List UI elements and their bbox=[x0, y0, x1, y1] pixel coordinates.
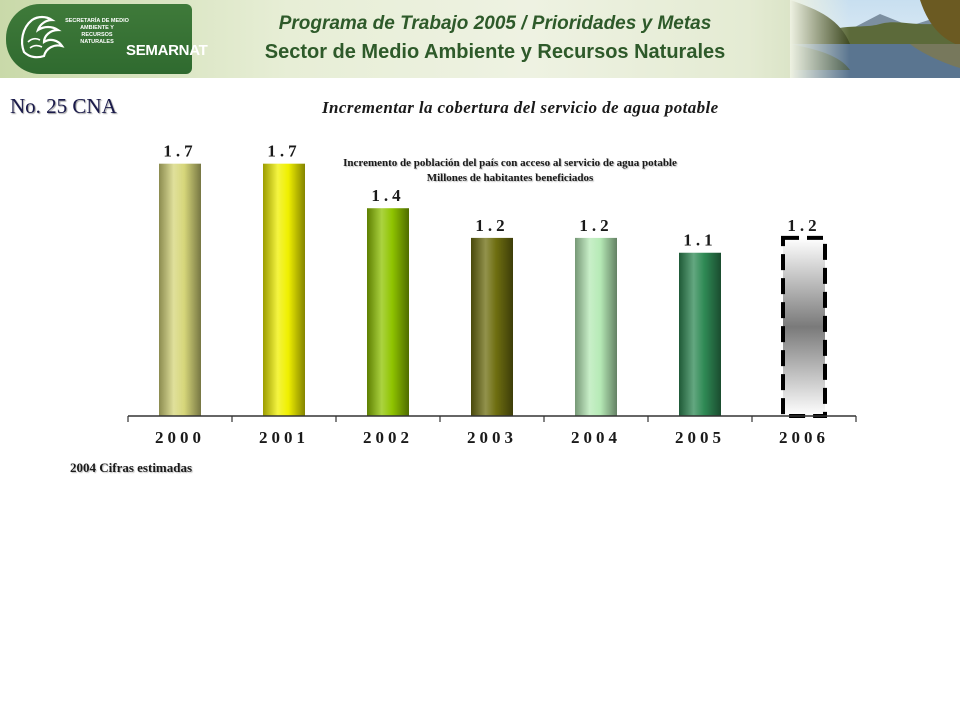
header-banner: SECRETARÍA DE MEDIO AMBIENTE Y RECURSOS … bbox=[0, 0, 960, 78]
bar-2004 bbox=[575, 237, 617, 416]
bar-2003 bbox=[471, 237, 513, 416]
tick-label-2004: 2004 bbox=[571, 428, 621, 447]
semarnat-logo: SECRETARÍA DE MEDIO AMBIENTE Y RECURSOS … bbox=[6, 4, 208, 74]
chart-title: Incremento de población del país con acc… bbox=[343, 157, 677, 169]
slide-id: No. 25 CNA bbox=[10, 94, 117, 118]
tick-label-2003: 2003 bbox=[467, 428, 517, 447]
tick-label-2002: 2002 bbox=[363, 428, 413, 447]
value-label-2005: 1.1 bbox=[683, 231, 716, 250]
value-label-2004: 1.2 bbox=[579, 216, 612, 235]
logo-semarnat-text: SEMARNAT bbox=[126, 42, 208, 59]
logo-secretaria-text: SECRETARÍA DE MEDIO AMBIENTE Y RECURSOS … bbox=[65, 18, 129, 45]
tick-label-2006: 2006 bbox=[779, 428, 829, 447]
bar-2000 bbox=[159, 163, 201, 416]
value-label-2002: 1.4 bbox=[371, 186, 404, 205]
tick-label-2001: 2001 bbox=[259, 428, 309, 447]
bar-2002 bbox=[367, 208, 409, 416]
eagle-emblem-icon bbox=[21, 15, 65, 59]
tick-label-2000: 2000 bbox=[155, 428, 205, 447]
chart-subtitle: Millones de habitantes beneficiados bbox=[426, 172, 594, 184]
value-label-2001: 1.7 bbox=[267, 142, 300, 161]
banner-title-line1: Programa de Trabajo 2005 / Prioridades y… bbox=[278, 13, 712, 34]
tick-label-2005: 2005 bbox=[675, 428, 725, 447]
bar-2005 bbox=[679, 252, 721, 416]
estimate-note: 2004 Cifras estimadas bbox=[70, 460, 193, 475]
bar-2001 bbox=[263, 163, 305, 416]
lake-landscape-image bbox=[790, 0, 960, 78]
value-label-2006: 1.2 bbox=[787, 216, 820, 235]
slide-title: Incrementar la cobertura del servicio de… bbox=[322, 98, 719, 117]
banner-title-line2: Sector de Medio Ambiente y Recursos Natu… bbox=[264, 41, 726, 63]
bar-2006 bbox=[783, 237, 825, 416]
value-label-2000: 1.7 bbox=[163, 142, 196, 161]
value-label-2003: 1.2 bbox=[475, 216, 508, 235]
